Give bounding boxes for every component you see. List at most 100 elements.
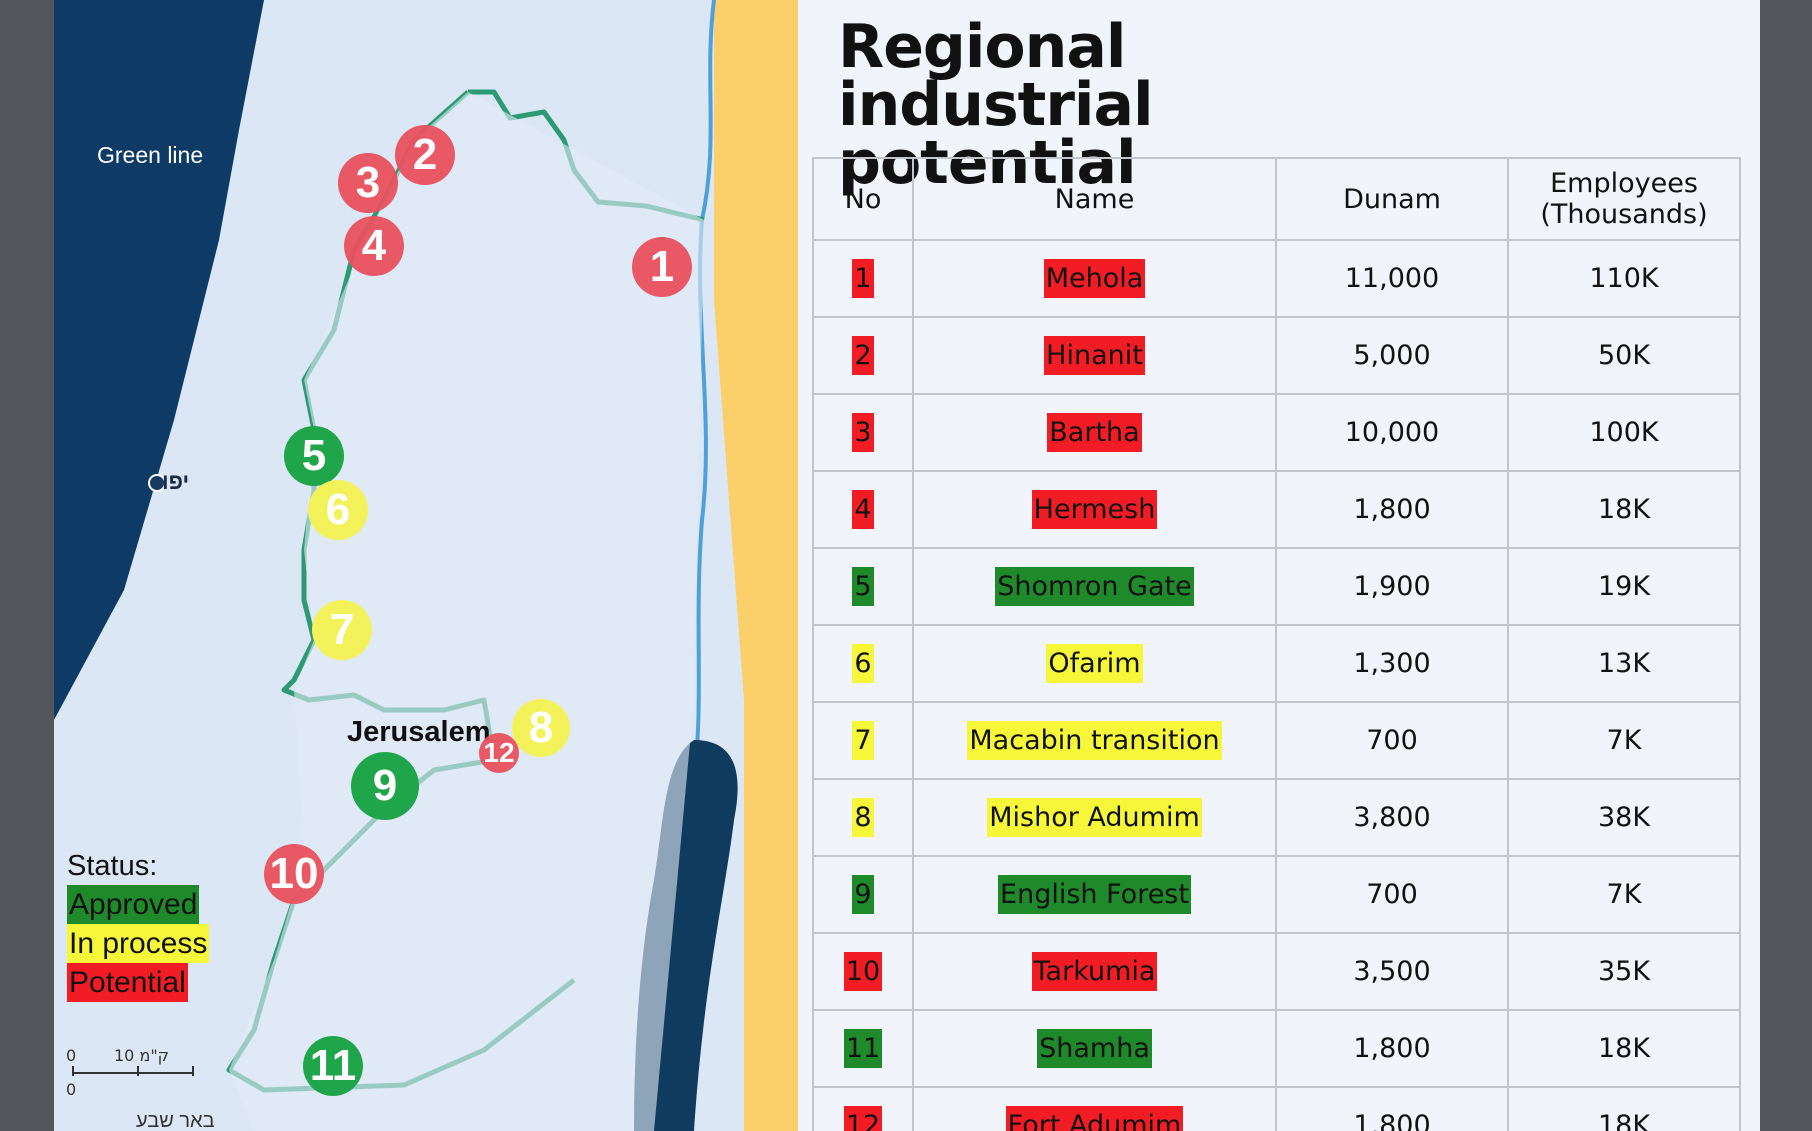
cell-dunam: 1,300 <box>1275 624 1509 703</box>
cell-name: Fort Adumim <box>912 1086 1277 1131</box>
cell-employees: 35K <box>1507 932 1741 1011</box>
map-scale: 0 ק"מ 10 0 <box>66 1040 206 1100</box>
row-number: 1 <box>852 259 874 298</box>
scale-tick <box>72 1066 74 1076</box>
row-number: 2 <box>852 336 874 375</box>
map-marker-1[interactable]: 1 <box>632 237 692 297</box>
cell-name: Bartha <box>912 393 1277 472</box>
cell-dunam: 700 <box>1275 855 1509 934</box>
cell-no: 4 <box>812 470 914 549</box>
cell-dunam: 10,000 <box>1275 393 1509 472</box>
zone-name: Hinanit <box>1044 336 1145 375</box>
cell-employees: 18K <box>1507 1009 1741 1088</box>
map-marker-8[interactable]: 8 <box>512 699 570 757</box>
cell-employees: 38K <box>1507 778 1741 857</box>
cell-employees: 100K <box>1507 393 1741 472</box>
cell-employees: 18K <box>1507 1086 1741 1131</box>
map-marker-5[interactable]: 5 <box>284 426 344 486</box>
legend-in-process: In process <box>67 924 210 963</box>
west-bank-shading <box>229 92 704 1131</box>
row-number: 11 <box>843 1029 883 1068</box>
cell-name: Hinanit <box>912 316 1277 395</box>
scale-bar <box>72 1072 194 1074</box>
map-panel: Green line יפו Jerusalem באר שבע 1 2 3 4… <box>54 0 798 1131</box>
cell-name: Mishor Adumim <box>912 778 1277 857</box>
map-marker-9[interactable]: 9 <box>351 752 419 820</box>
legend-potential: Potential <box>67 963 188 1002</box>
cell-name: English Forest <box>912 855 1277 934</box>
legend-approved: Approved <box>67 885 200 924</box>
cell-name: Shamha <box>912 1009 1277 1088</box>
jordan-region <box>714 0 798 1131</box>
map-marker-2[interactable]: 2 <box>395 125 455 185</box>
row-number: 8 <box>852 798 874 837</box>
cell-no: 12 <box>812 1086 914 1131</box>
status-legend: Status: Approved In process Potential <box>67 850 210 1002</box>
map-marker-3[interactable]: 3 <box>338 153 398 213</box>
cell-no: 3 <box>812 393 914 472</box>
cell-employees: 110K <box>1507 239 1741 318</box>
cell-no: 10 <box>812 932 914 1011</box>
header-dunam: Dunam <box>1275 157 1509 241</box>
row-number: 6 <box>852 644 874 683</box>
cell-no: 2 <box>812 316 914 395</box>
scale-zero-top: 0 <box>66 1046 77 1065</box>
yafo-label: יפו <box>162 469 190 494</box>
table-row: 11 Shamha 1,800 18K <box>812 1009 1741 1088</box>
zone-name: Ofarim <box>1046 644 1143 683</box>
table-row: 2 Hinanit 5,000 50K <box>812 316 1741 395</box>
row-number: 5 <box>852 567 874 606</box>
scale-zero-bottom: 0 <box>66 1080 77 1099</box>
cell-dunam: 11,000 <box>1275 239 1509 318</box>
table-header-row: No Name Dunam Employees (Thousands) <box>812 157 1741 241</box>
cell-no: 8 <box>812 778 914 857</box>
cell-employees: 13K <box>1507 624 1741 703</box>
map-marker-12[interactable]: 12 <box>479 733 519 773</box>
cell-no: 11 <box>812 1009 914 1088</box>
table-row: 8 Mishor Adumim 3,800 38K <box>812 778 1741 857</box>
header-employees: Employees (Thousands) <box>1507 157 1741 241</box>
zone-name: Mehola <box>1043 259 1146 298</box>
cell-employees: 18K <box>1507 470 1741 549</box>
green-line-label: Green line <box>97 142 204 168</box>
zone-name: Hermesh <box>1031 490 1158 529</box>
row-number: 4 <box>852 490 874 529</box>
slide: Green line יפו Jerusalem באר שבע 1 2 3 4… <box>54 0 1760 1131</box>
cell-dunam: 5,000 <box>1275 316 1509 395</box>
industrial-zones-table: No Name Dunam Employees (Thousands) 1 Meh… <box>812 157 1741 1131</box>
cell-dunam: 700 <box>1275 701 1509 780</box>
zone-name: Mishor Adumim <box>987 798 1202 837</box>
row-number: 12 <box>843 1106 883 1131</box>
beersheva-label: באר שבע <box>136 1110 215 1131</box>
cell-dunam: 3,500 <box>1275 932 1509 1011</box>
zone-name: Shamha <box>1037 1029 1152 1068</box>
legend-title: Status: <box>67 850 158 882</box>
cell-no: 9 <box>812 855 914 934</box>
table-row: 1 Mehola 11,000 110K <box>812 239 1741 318</box>
scale-tick <box>192 1066 194 1076</box>
map-marker-11[interactable]: 11 <box>303 1036 363 1096</box>
table-row: 3 Bartha 10,000 100K <box>812 393 1741 472</box>
cell-no: 7 <box>812 701 914 780</box>
table-row: 12 Fort Adumim 1,800 18K <box>812 1086 1741 1131</box>
row-number: 7 <box>852 721 874 760</box>
zone-name: Shomron Gate <box>995 567 1194 606</box>
cell-employees: 19K <box>1507 547 1741 626</box>
map-marker-4[interactable]: 4 <box>344 216 404 276</box>
map-marker-6[interactable]: 6 <box>308 480 368 540</box>
cell-employees: 50K <box>1507 316 1741 395</box>
row-number: 3 <box>852 413 874 452</box>
cell-name: Hermesh <box>912 470 1277 549</box>
cell-no: 1 <box>812 239 914 318</box>
scale-unit: ק"מ 10 <box>114 1046 170 1065</box>
zone-name: Macabin transition <box>967 721 1222 760</box>
cell-no: 5 <box>812 547 914 626</box>
cell-dunam: 1,900 <box>1275 547 1509 626</box>
cell-name: Tarkumia <box>912 932 1277 1011</box>
yafo-city-dot <box>148 474 166 492</box>
map-marker-10[interactable]: 10 <box>264 844 324 904</box>
content-panel: Regional industrial potential No Name Du… <box>798 0 1760 1131</box>
header-employees-text: Employees (Thousands) <box>1540 168 1708 230</box>
cell-name: Mehola <box>912 239 1277 318</box>
map-marker-7[interactable]: 7 <box>312 600 372 660</box>
